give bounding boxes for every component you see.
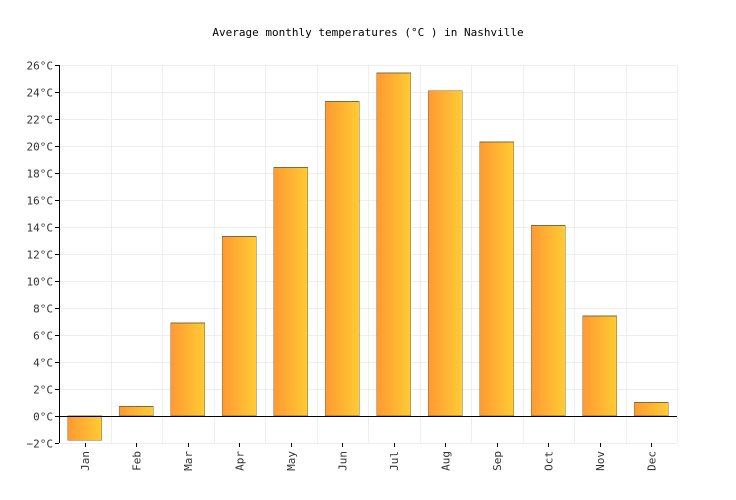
bar-apr [221,236,257,417]
x-tick-label: Nov [594,451,607,471]
y-tick-label: 14°C [27,222,54,235]
y-tick-label: 20°C [27,141,54,154]
bar-jan [67,415,103,441]
bar-feb [118,406,154,417]
x-tick-label: Feb [130,451,143,471]
x-tick-label: Jul [388,451,401,471]
axes [55,65,677,447]
x-tick-label: Sep [491,451,504,471]
y-tick-label: 10°C [27,276,54,289]
grid-lines [59,65,678,444]
bar-may [273,167,309,417]
x-tick-label: Apr [233,451,246,471]
y-tick-label: 26°C [27,60,54,73]
y-tick-label: 4°C [33,357,53,370]
x-tick-label: May [285,451,298,471]
x-axis-tick-labels: Jan Feb Mar Apr May Jun Jul Aug Sep Oct Nov Dec [79,451,659,471]
bar-jun [324,101,360,417]
y-tick-label: 24°C [27,87,54,100]
bar-oct [530,225,566,417]
bar-aug [427,90,463,417]
y-tick-label: 2°C [33,384,53,397]
bar-dec [633,402,669,417]
y-tick-label: 8°C [33,303,53,316]
bar-mar [170,322,206,417]
x-tick-label: Aug [439,451,452,471]
y-tick-label: 18°C [27,168,54,181]
x-tick-label: Jun [336,451,349,471]
bar-nov [582,315,618,417]
x-tick-label: Dec [645,451,658,471]
y-tick-label: 0°C [33,411,53,424]
chart-title: Average monthly temperatures (°C ) in Na… [212,26,523,39]
x-tick-label: Mar [182,451,195,471]
y-tick-label: 6°C [33,330,53,343]
bar-sep [479,141,515,417]
y-tick-label: 16°C [27,195,54,208]
x-tick-label: Jan [79,451,92,471]
bar-jul [376,72,412,417]
y-tick-label: −2°C [27,438,54,451]
y-axis-tick-labels: −2°C 0°C 2°C 4°C 6°C 8°C 10°C 12°C 14°C 16°C 18°C 2… [27,60,54,451]
y-tick-label: 12°C [27,249,54,262]
bars [67,72,669,441]
y-tick-label: 22°C [27,114,54,127]
x-tick-label: Oct [542,451,555,471]
